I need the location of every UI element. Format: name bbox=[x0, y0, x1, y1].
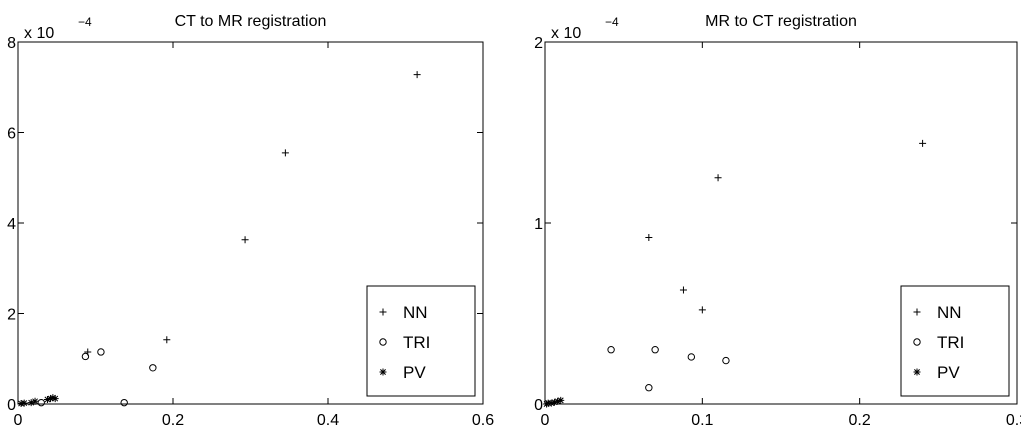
x-tick-label: 0.1 bbox=[691, 412, 713, 429]
data-point-pv bbox=[51, 395, 59, 403]
legend-label-tri: TRI bbox=[937, 333, 964, 352]
x-tick-label: 0.3 bbox=[1006, 412, 1021, 429]
x-tick-label: 0 bbox=[14, 412, 23, 429]
chart-panel-1: 0 0.2 0.4 0.6 0 2 4 6 8 x 10 −4 CT to MR registrati… bbox=[7, 13, 494, 429]
y-tick-label: 0 bbox=[7, 397, 16, 414]
data-point-tri bbox=[97, 348, 105, 356]
data-point-tri bbox=[37, 398, 45, 407]
data-point-tri bbox=[651, 346, 659, 354]
legend-label-tri: TRI bbox=[403, 333, 430, 352]
data-point-pv bbox=[547, 399, 555, 407]
data-point-pv bbox=[27, 399, 35, 407]
x-tick-label: 0.2 bbox=[849, 412, 871, 429]
data-point-pv bbox=[557, 396, 565, 404]
y-tick-label: 2 bbox=[534, 35, 543, 52]
data-point-nn bbox=[281, 149, 289, 157]
legend-marker-pv bbox=[379, 368, 387, 376]
data-point-tri bbox=[722, 356, 730, 365]
chart-title: CT to MR registration bbox=[175, 13, 327, 30]
data-point-nn bbox=[714, 174, 722, 182]
data-point-tri bbox=[687, 353, 696, 361]
y-tick-label: 2 bbox=[7, 307, 16, 324]
data-point-nn bbox=[679, 286, 687, 294]
chart-title: MR to CT registration bbox=[705, 13, 857, 30]
x-tick-label: 0.6 bbox=[472, 412, 494, 429]
legend: NN TRI PV bbox=[366, 285, 476, 397]
data-point-nn bbox=[698, 306, 706, 314]
x-tick-label: 0.2 bbox=[162, 412, 184, 429]
legend-label-nn: NN bbox=[403, 303, 428, 322]
y-tick-label: 4 bbox=[7, 216, 16, 233]
data-point-pv bbox=[20, 399, 28, 407]
legend-marker-tri bbox=[379, 338, 387, 346]
legend: NN TRI PV bbox=[900, 285, 1010, 397]
legend-box bbox=[900, 285, 1010, 397]
data-point-pv bbox=[31, 397, 39, 405]
y-tick-label: 0 bbox=[534, 397, 543, 414]
data-point-tri bbox=[607, 346, 615, 354]
x-tick-label: 0.4 bbox=[317, 412, 339, 429]
legend-box bbox=[366, 285, 476, 397]
legend-marker-pv bbox=[913, 368, 921, 376]
chart-panel-2: 0 0.1 0.2 0.3 0 1 2 x 10 −4 MR to CT registration… bbox=[534, 13, 1021, 429]
data-point-pv bbox=[43, 395, 51, 403]
x-tick-label: 0 bbox=[541, 412, 550, 429]
legend-marker-nn bbox=[379, 308, 387, 316]
data-point-tri bbox=[149, 364, 157, 372]
y-tick-label: 8 bbox=[7, 35, 16, 52]
legend-marker-nn bbox=[913, 308, 921, 316]
y-exponent-power: −4 bbox=[605, 15, 619, 29]
data-point-tri bbox=[645, 384, 653, 392]
y-exponent-power: −4 bbox=[78, 15, 92, 29]
data-point-nn bbox=[919, 139, 927, 147]
data-point-pv bbox=[49, 394, 57, 402]
y-exponent-base: x 10 bbox=[551, 25, 581, 42]
y-tick-label: 1 bbox=[534, 216, 543, 233]
legend-label-pv: PV bbox=[937, 363, 960, 382]
y-exponent-base: x 10 bbox=[24, 25, 54, 42]
data-point-nn bbox=[645, 233, 653, 241]
legend-label-nn: NN bbox=[937, 303, 962, 322]
data-point-pv bbox=[554, 397, 562, 405]
legend-marker-tri bbox=[913, 338, 921, 346]
data-point-nn bbox=[241, 236, 249, 244]
data-point-pv bbox=[47, 395, 55, 403]
data-point-nn bbox=[413, 71, 421, 79]
data-point-tri bbox=[81, 352, 90, 361]
data-point-pv bbox=[550, 398, 558, 406]
data-point-nn bbox=[163, 336, 171, 344]
y-tick-label: 6 bbox=[7, 126, 16, 143]
legend-label-pv: PV bbox=[403, 363, 426, 382]
data-point-tri bbox=[120, 398, 128, 407]
